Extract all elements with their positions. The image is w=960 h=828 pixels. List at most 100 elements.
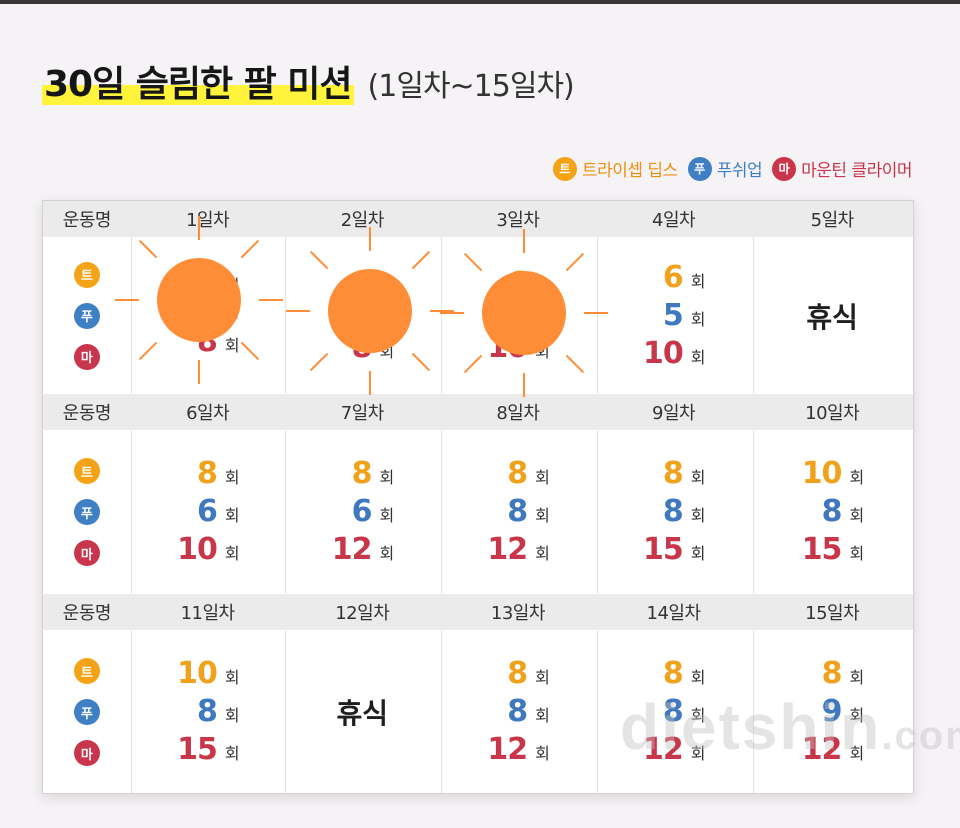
legend-label-m: 마운틴 클라이머: [801, 161, 912, 181]
rep-unit: 회: [379, 277, 395, 297]
rep-count-t: 8: [821, 656, 843, 691]
rep-unit: 회: [849, 706, 865, 725]
rep-line-m: 10 회: [634, 336, 714, 372]
rep-unit: 회: [535, 341, 550, 361]
rep-count-m: 12: [331, 532, 373, 567]
rep-unit: 회: [690, 468, 706, 487]
rep-counts: 6 회 회 10 회: [440, 237, 596, 394]
rep-unit: 회: [224, 335, 240, 355]
rep-counts: 6 회 5 회 10 회: [596, 237, 752, 394]
rep-line-m: 15 회: [168, 732, 248, 768]
rep-count-t: 8: [662, 656, 684, 691]
day-cell: 8 회 8 회 15 회: [596, 430, 752, 594]
rep-unit: 회: [379, 307, 395, 327]
rep-count-m: 15: [801, 532, 843, 567]
legend-item-m: 마 마운틴 클라이머: [772, 156, 912, 181]
day-cell: 8 회 8 회 12 회: [440, 430, 596, 594]
rep-unit: 회: [379, 544, 395, 563]
day-cell: 6 회 5 회 10 회: [596, 237, 752, 394]
rep-count-m: 12: [801, 732, 843, 767]
day-cell: 10 회 8 회 15 회: [131, 630, 285, 793]
rep-unit: 회: [535, 277, 550, 297]
body-row: 트 푸 마 8 회 6 회 10 회 8 회 6 회 12 회 8 회 8 회 12 회 8 회 8 회 15 회 10 회 8 회 15 회: [43, 430, 913, 594]
rep-count-m: 15: [643, 532, 684, 567]
day-header: 3일차: [496, 210, 540, 231]
rep-line-t: 10 회: [168, 656, 248, 692]
rest-label: 휴식: [336, 697, 389, 730]
rep-count-m: 12: [487, 532, 528, 567]
row-header-label: 운동명: [62, 603, 112, 624]
rep-count-t: 8: [507, 656, 528, 691]
rep-count-t: 10: [177, 656, 218, 691]
rep-unit: 회: [849, 468, 865, 487]
rep-line-p: 회: [322, 304, 402, 328]
day-header: 13일차: [490, 603, 546, 624]
rep-count-m: 12: [643, 732, 684, 767]
day-header: 7일차: [340, 403, 385, 424]
rep-count-t: 8: [351, 456, 373, 491]
rep-unit: 회: [690, 347, 706, 367]
rep-count-t: 8: [507, 456, 528, 491]
rep-line-t: 회: [168, 272, 248, 296]
rep-line-m: 12 회: [478, 732, 558, 768]
rep-count-p: 5: [662, 297, 684, 333]
rep-count-m: 15: [177, 732, 218, 767]
page-title: 30일 슬림한 팔 미션: [42, 55, 354, 107]
day-header: 5일차: [810, 210, 855, 231]
rep-count-m: 10: [487, 329, 528, 365]
rep-unit: 회: [690, 271, 706, 291]
rep-count-m: 10: [177, 532, 218, 567]
rep-count-p: 8: [507, 494, 528, 529]
day-header: 6일차: [186, 403, 230, 424]
mission-table: 운동명 1일차 2일차 3일차 4일차 5일차 트 푸 마 회 회 8 회 6 회 회 8 회 6 회 회 10 회 6 회 5 회…: [42, 200, 914, 794]
exercise-badge-p: 푸: [73, 302, 100, 329]
column-divider: [131, 201, 132, 793]
rep-line-m: 15 회: [792, 532, 872, 568]
watermark: dietshin.com: [620, 691, 960, 763]
day-cell: 휴식: [751, 237, 913, 394]
exercise-badge-p: 푸: [73, 699, 100, 725]
rep-counts: 8 회 6 회 12 회: [284, 430, 440, 594]
day-cell: 10 회 8 회 15 회: [751, 430, 913, 594]
rep-count-p: 8: [662, 494, 684, 529]
rep-unit: 회: [535, 706, 550, 725]
day-header: 10일차: [805, 403, 860, 424]
day-header: 2일차: [340, 210, 385, 231]
rep-line-m: 10 회: [478, 330, 558, 366]
column-divider: [753, 201, 754, 793]
rep-unit: 회: [535, 468, 550, 487]
exercise-badge-t: 트: [73, 658, 100, 684]
rep-unit: 회: [690, 744, 706, 763]
rep-unit: 회: [690, 668, 706, 687]
day-header: 15일차: [805, 603, 860, 624]
column-divider: [597, 201, 598, 793]
rep-count-m: 8: [197, 323, 218, 359]
rep-count-t: 10: [801, 456, 843, 491]
day-header: 12일차: [335, 603, 390, 624]
day-cell: 8 회 6 회 12 회: [284, 430, 440, 594]
legend-badge-m: 마: [772, 156, 797, 181]
rep-unit: 회: [224, 301, 240, 321]
day-cell: 휴식: [284, 630, 440, 793]
rep-line-t: 10 회: [792, 456, 872, 492]
rep-counts: 8 회 8 회 15 회: [596, 430, 752, 594]
rep-count-m: 8: [351, 329, 373, 365]
legend-label-t: 트라이셉 딥스: [581, 161, 678, 181]
legend-badge-t: 트: [552, 156, 577, 181]
